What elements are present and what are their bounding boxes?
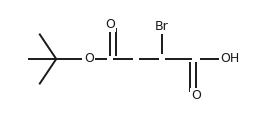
Text: O: O — [84, 53, 94, 65]
Text: O: O — [191, 89, 201, 102]
Text: Br: Br — [155, 20, 169, 33]
Text: OH: OH — [220, 53, 240, 65]
Text: O: O — [105, 18, 115, 31]
